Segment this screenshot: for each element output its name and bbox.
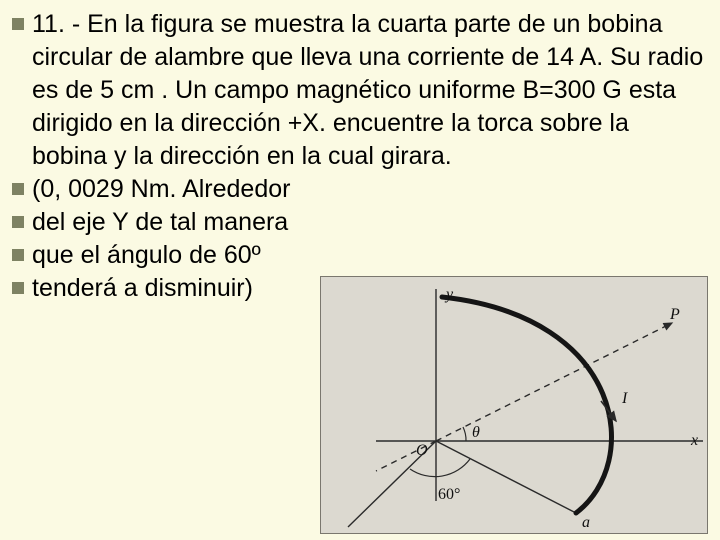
- svg-text:60°: 60°: [438, 486, 460, 503]
- answer-text-1: (0, 0029 Nm. Alrededor: [32, 173, 708, 206]
- diagram-svg: y x z Oθ 60° a I P: [321, 277, 709, 535]
- bullet-icon: [12, 282, 24, 294]
- answer-line-1: (0, 0029 Nm. Alrededor: [12, 173, 708, 206]
- answer-line-2: del eje Y de tal manera: [12, 206, 708, 239]
- answer-text-3: que el ángulo de 60º: [32, 239, 708, 272]
- svg-text:P: P: [669, 306, 680, 323]
- bullet-icon: [12, 216, 24, 228]
- bullet-icon: [12, 18, 24, 30]
- problem-bullet-main: 11. - En la figura se muestra la cuarta …: [12, 8, 708, 173]
- bullet-icon: [12, 249, 24, 261]
- answer-text-2: del eje Y de tal manera: [32, 206, 708, 239]
- svg-text:y: y: [444, 286, 454, 303]
- physics-diagram: y x z Oθ 60° a I P: [320, 276, 708, 534]
- answer-line-3: que el ángulo de 60º: [12, 239, 708, 272]
- svg-text:O: O: [416, 442, 428, 459]
- problem-text-main: 11. - En la figura se muestra la cuarta …: [32, 8, 708, 173]
- svg-text:θ: θ: [472, 424, 480, 441]
- svg-text:I: I: [621, 390, 628, 407]
- svg-text:x: x: [690, 432, 698, 449]
- svg-text:a: a: [582, 514, 590, 531]
- svg-text:z: z: [343, 530, 351, 535]
- bullet-icon: [12, 183, 24, 195]
